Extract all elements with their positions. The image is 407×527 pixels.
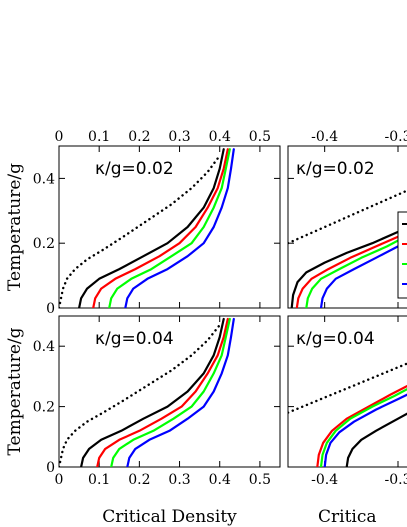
series-group bbox=[288, 189, 407, 308]
panel-frame bbox=[58, 315, 281, 468]
series-line bbox=[295, 231, 407, 308]
series-group bbox=[59, 148, 235, 308]
x-tick-label: 0.5 bbox=[249, 472, 271, 488]
panel-label: κ/g=0.02 bbox=[95, 159, 174, 179]
series-line bbox=[77, 148, 225, 308]
x-axis-title: Critical Density bbox=[102, 507, 237, 527]
y-axis-title: Temperature/g bbox=[5, 327, 25, 455]
x-tick-label: 0.2 bbox=[128, 129, 150, 145]
x-tick-label: 0.5 bbox=[249, 129, 271, 145]
series-line bbox=[92, 148, 229, 308]
panel-label: κ/g=0.04 bbox=[95, 329, 174, 349]
panel-1: 0 0.1 0.2 0.3 0.4 0.5 0 0.2 0.4 κ/g=0.02 Temperatu… bbox=[5, 129, 281, 317]
series-line bbox=[79, 317, 225, 467]
y-axis-title: Temperature/g bbox=[5, 163, 25, 291]
dotted-series-line bbox=[59, 323, 221, 467]
x-tick-label: 0.4 bbox=[209, 472, 231, 488]
panel-label: κ/g=0.02 bbox=[296, 159, 375, 179]
dotted-series-line bbox=[288, 189, 407, 245]
series-line bbox=[319, 388, 407, 467]
series-line bbox=[319, 241, 407, 308]
x-tick-label: 0.3 bbox=[168, 129, 190, 145]
x-tick-label: 0.1 bbox=[88, 129, 110, 145]
x-tick-label: 0 bbox=[55, 129, 64, 145]
dotted-series-line bbox=[59, 154, 221, 308]
panel-frame bbox=[287, 145, 407, 309]
series-line bbox=[290, 225, 407, 308]
x-tick-label: 0.1 bbox=[88, 472, 110, 488]
panel-frame bbox=[58, 145, 281, 309]
series-line bbox=[96, 317, 229, 467]
series-group bbox=[288, 362, 407, 467]
legend-box bbox=[397, 211, 407, 299]
panel-2: 0 0.1 0.2 0.3 0.4 0.5 0 0.2 0.4 κ/g=0.04 Temperatu… bbox=[5, 315, 281, 527]
series-group bbox=[59, 317, 235, 467]
series-line bbox=[126, 317, 235, 467]
y-tick-label: 0.4 bbox=[33, 339, 55, 355]
x-tick-label: -0.4 bbox=[311, 129, 338, 145]
x-tick-label: -0.3 bbox=[385, 129, 407, 145]
legend bbox=[397, 211, 407, 299]
panel-frame bbox=[287, 315, 407, 468]
x-axis-title: Critica bbox=[318, 507, 377, 527]
series-line bbox=[124, 148, 235, 308]
series-line bbox=[316, 384, 407, 467]
x-tick-label: 0.4 bbox=[209, 129, 231, 145]
y-tick-label: 0.4 bbox=[33, 171, 55, 187]
x-tick-label: 0.2 bbox=[128, 472, 150, 488]
y-tick-label: 0.2 bbox=[33, 400, 55, 416]
series-line bbox=[108, 148, 231, 308]
x-tick-label: 0.3 bbox=[168, 472, 190, 488]
y-tick-label: 0 bbox=[46, 301, 55, 317]
series-line bbox=[345, 412, 407, 467]
dotted-series-line bbox=[288, 362, 407, 414]
series-line bbox=[305, 234, 407, 308]
panel-3: -0.4 -0.3 κ/g=0.02 bbox=[287, 129, 407, 309]
y-tick-label: 0 bbox=[46, 460, 55, 476]
series-line bbox=[110, 317, 231, 467]
x-tick-label: 0 bbox=[55, 472, 64, 488]
x-tick-label: -0.3 bbox=[385, 472, 407, 488]
series-line bbox=[323, 393, 407, 467]
y-tick-label: 0.2 bbox=[33, 236, 55, 252]
x-tick-label: -0.4 bbox=[311, 472, 338, 488]
panel-label: κ/g=0.04 bbox=[296, 329, 375, 349]
panel-4: -0.4 -0.3 κ/g=0.04 Critica bbox=[287, 315, 407, 527]
